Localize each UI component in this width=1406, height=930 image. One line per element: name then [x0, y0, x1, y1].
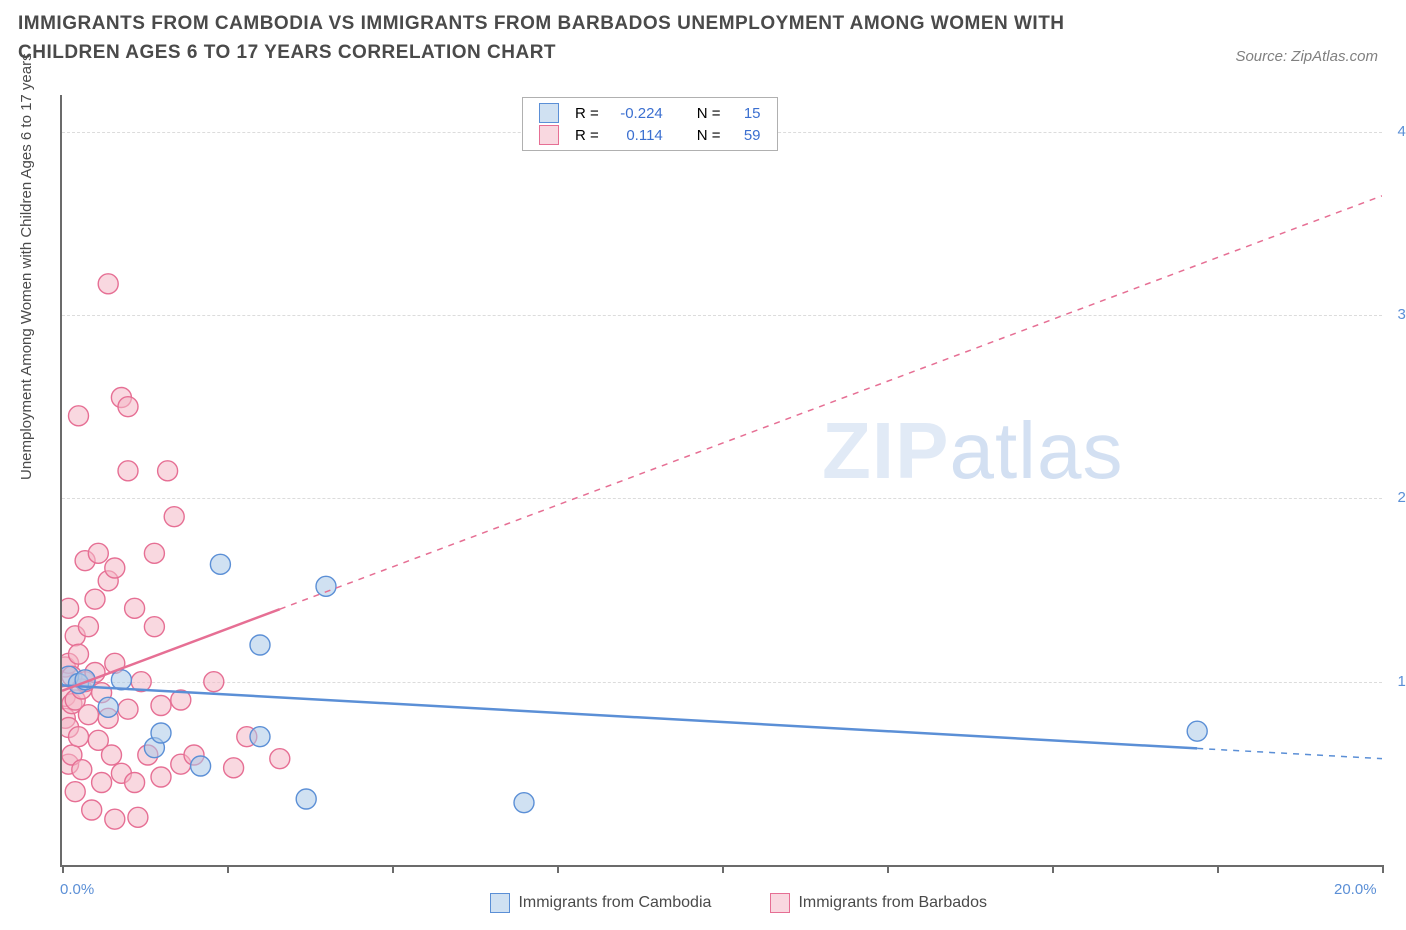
trend-line-solid	[62, 685, 1197, 748]
data-point	[82, 800, 102, 820]
data-point	[69, 644, 89, 664]
r-label-0: R =	[569, 102, 605, 124]
x-tick	[227, 865, 229, 873]
data-point	[296, 789, 316, 809]
y-tick-label: 30.0%	[1397, 306, 1406, 323]
x-tick	[887, 865, 889, 873]
y-axis-label: Unemployment Among Women with Children A…	[18, 53, 35, 480]
data-point	[144, 617, 164, 637]
trend-line-dashed	[1197, 748, 1382, 758]
y-tick-label: 10.0%	[1397, 673, 1406, 690]
correlation-legend: R = -0.224 N = 15 R = 0.114 N = 59	[522, 97, 778, 151]
data-point	[158, 461, 178, 481]
data-point	[72, 760, 92, 780]
data-point	[98, 274, 118, 294]
source-attribution: Source: ZipAtlas.com	[1235, 48, 1378, 65]
x-tick	[392, 865, 394, 873]
data-point	[151, 696, 171, 716]
data-point	[250, 635, 270, 655]
x-tick	[722, 865, 724, 873]
data-point	[102, 745, 122, 765]
data-point	[164, 507, 184, 527]
data-point	[65, 782, 85, 802]
swatch-cambodia	[539, 103, 559, 123]
data-point	[98, 697, 118, 717]
n-value-0: 15	[727, 102, 767, 124]
x-tick	[1217, 865, 1219, 873]
data-point	[69, 727, 89, 747]
r-value-1: 0.114	[605, 124, 669, 146]
data-point	[144, 543, 164, 563]
r-label-1: R =	[569, 124, 605, 146]
legend-row-barbados: R = 0.114 N = 59	[533, 124, 767, 146]
chart-container: IMMIGRANTS FROM CAMBODIA VS IMMIGRANTS F…	[0, 0, 1406, 930]
x-tick	[1052, 865, 1054, 873]
data-point	[118, 397, 138, 417]
data-point	[105, 558, 125, 578]
data-point	[105, 809, 125, 829]
data-point	[125, 598, 145, 618]
data-point	[88, 543, 108, 563]
n-label-0: N =	[691, 102, 727, 124]
data-point	[85, 589, 105, 609]
x-tick-label: 0.0%	[60, 881, 94, 898]
plot-area: ZIPatlas R = -0.224 N = 15 R = 0.114 N =	[60, 95, 1382, 867]
data-point	[62, 598, 79, 618]
data-point	[78, 705, 98, 725]
x-tick	[62, 865, 64, 873]
data-point	[92, 773, 112, 793]
data-point	[78, 617, 98, 637]
data-point	[191, 756, 211, 776]
data-point	[128, 807, 148, 827]
trend-line-dashed	[280, 196, 1382, 609]
data-point	[270, 749, 290, 769]
chart-svg	[62, 95, 1382, 865]
x-tick-label: 20.0%	[1334, 881, 1377, 898]
data-point	[224, 758, 244, 778]
x-tick	[557, 865, 559, 873]
data-point	[316, 576, 336, 596]
legend-cambodia-label: Immigrants from Cambodia	[518, 894, 711, 911]
data-point	[125, 773, 145, 793]
data-point	[69, 406, 89, 426]
legend-row-cambodia: R = -0.224 N = 15	[533, 102, 767, 124]
data-point	[210, 554, 230, 574]
legend-cambodia: Immigrants from Cambodia	[490, 893, 711, 913]
r-value-0: -0.224	[605, 102, 669, 124]
legend-barbados-label: Immigrants from Barbados	[798, 894, 987, 911]
chart-title: IMMIGRANTS FROM CAMBODIA VS IMMIGRANTS F…	[18, 10, 1098, 67]
data-point	[151, 767, 171, 787]
swatch-cambodia-bottom	[490, 893, 510, 913]
data-point	[1187, 721, 1207, 741]
legend-barbados: Immigrants from Barbados	[770, 893, 987, 913]
y-tick-label: 20.0%	[1397, 489, 1406, 506]
data-point	[514, 793, 534, 813]
swatch-barbados	[539, 125, 559, 145]
data-point	[111, 670, 131, 690]
data-point	[250, 727, 270, 747]
data-point	[118, 461, 138, 481]
data-point	[204, 672, 224, 692]
n-label-1: N =	[691, 124, 727, 146]
x-tick	[1382, 865, 1384, 873]
y-tick-label: 40.0%	[1397, 123, 1406, 140]
swatch-barbados-bottom	[770, 893, 790, 913]
data-point	[151, 723, 171, 743]
data-point	[118, 699, 138, 719]
n-value-1: 59	[727, 124, 767, 146]
